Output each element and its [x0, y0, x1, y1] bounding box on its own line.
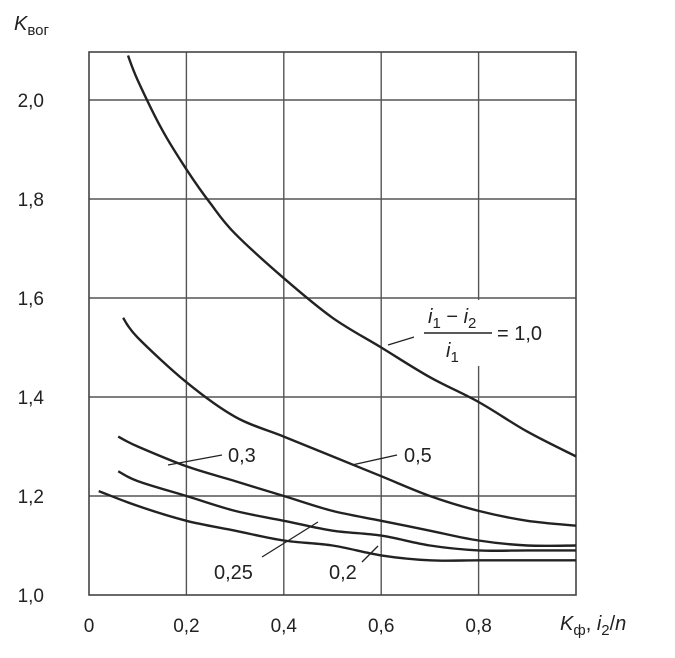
y-axis-ticks: 1,0 1,2 1,4 1,6 1,8 2,0	[18, 91, 45, 607]
formula-num-a-sub: 1	[432, 315, 440, 332]
y-tick-label-2: 1,4	[18, 388, 45, 409]
formula-minus: −	[441, 306, 464, 328]
x-tick-label-4: 0,8	[465, 616, 491, 637]
series-line-3	[117, 470, 576, 552]
series-line-1	[122, 317, 577, 527]
series-line-4	[98, 489, 576, 562]
series-curves	[98, 55, 577, 562]
x-axis-label-k-sub: ф	[573, 622, 585, 639]
y-axis-label-sub: вог	[27, 22, 49, 39]
plot-frame	[88, 51, 577, 596]
formula-numerator: i1 − i2	[428, 306, 476, 332]
formula-num-a: i	[428, 306, 433, 328]
x-tick-label-2: 0,4	[271, 616, 298, 637]
x-axis-label-sep: ,	[586, 613, 597, 635]
x-axis-label-slash: /	[610, 613, 616, 635]
leader-line-3	[261, 521, 319, 558]
series-label-0-25: 0,25	[214, 562, 253, 584]
y-tick-label-4: 1,8	[18, 190, 44, 211]
x-axis-ticks: 0 0,2 0,4 0,6 0,8	[84, 616, 492, 637]
x-tick-label-3: 0,6	[368, 616, 394, 637]
formula-num-b: i	[464, 306, 469, 328]
y-tick-label-5: 2,0	[18, 91, 44, 112]
x-axis-label-k: K	[560, 613, 575, 635]
leader-line-2	[167, 454, 223, 466]
formula-denominator: i1	[446, 340, 459, 366]
label-bg-0-3	[226, 441, 266, 467]
y-axis-label-main: K	[14, 13, 29, 35]
series-label-0-5: 0,5	[404, 445, 432, 467]
y-tick-label-0: 1,0	[18, 586, 44, 607]
x-tick-label-1: 0,2	[173, 616, 199, 637]
series-label-0-3: 0,3	[228, 445, 256, 467]
label-bg-0-5	[402, 441, 442, 467]
y-axis-label: Kвог	[14, 13, 49, 39]
leader-line-4	[361, 545, 379, 563]
label-leaders	[167, 333, 425, 563]
formula-equals: = 1,0	[497, 323, 542, 345]
x-axis-label-i-sub: 2	[601, 622, 609, 639]
formula-num-b-sub: 2	[468, 315, 476, 332]
y-tick-label-3: 1,6	[18, 289, 44, 310]
formula-den-sub: 1	[450, 349, 458, 366]
leader-line-1	[351, 454, 398, 466]
series-label-0-2: 0,2	[329, 562, 357, 584]
x-axis-label-i: i	[597, 613, 602, 635]
x-axis-label-n: n	[615, 613, 626, 635]
x-tick-label-0: 0	[84, 616, 95, 637]
grid	[89, 52, 576, 595]
series-line-2	[117, 435, 577, 548]
x-axis-label: Kф, i2/n	[560, 613, 626, 639]
series-formula-label: i1 − i2 i1 = 1,0	[414, 300, 554, 366]
formula-den: i	[446, 340, 451, 362]
series-line-0	[126, 55, 577, 458]
y-tick-label-1: 1,2	[18, 487, 44, 508]
